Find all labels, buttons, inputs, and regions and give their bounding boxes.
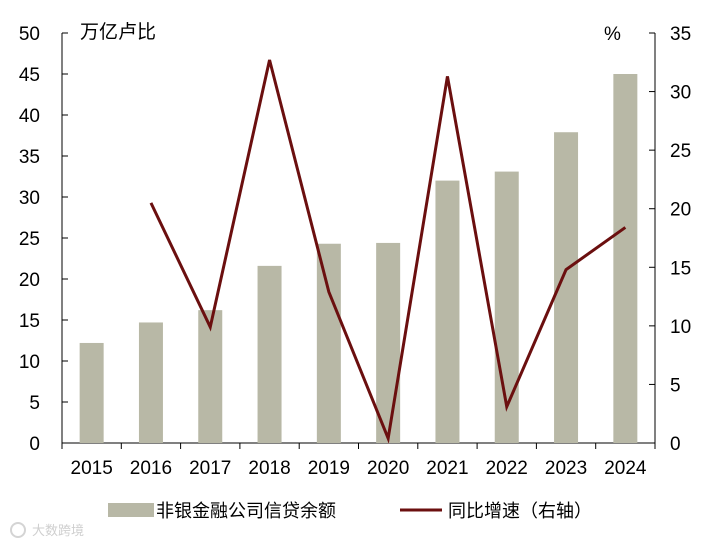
right-tick-label: 15 (670, 258, 691, 279)
left-tick-label: 40 (19, 106, 40, 127)
right-tick-label: 35 (670, 24, 691, 45)
bar-2022 (494, 171, 519, 443)
x-tick-label: 2020 (367, 458, 409, 479)
right-tick-label: 25 (670, 141, 691, 162)
bar-2024 (613, 74, 638, 443)
x-tick-label: 2016 (130, 458, 172, 479)
right-tick-label: 30 (670, 83, 691, 104)
legend-line-label: 同比增速（右轴） (448, 501, 592, 521)
bar-2017 (198, 310, 223, 443)
left-tick-label: 20 (19, 270, 40, 291)
left-tick-label: 0 (29, 434, 40, 455)
left-tick-label: 10 (19, 352, 40, 373)
left-tick-label: 5 (29, 393, 40, 414)
x-tick-label: 2021 (426, 458, 468, 479)
left-tick-label: 35 (19, 147, 40, 168)
watermark-logo-icon (10, 522, 26, 538)
ticks-layer: 0 5 10 15 20 25 30 35 40 45 50 0 5 10 15 20 25 30 35 2015 20… (19, 24, 691, 479)
x-tick-label: 2018 (248, 458, 290, 479)
watermark-text: 大数跨境 (32, 523, 84, 538)
bar-2019 (316, 243, 341, 443)
x-tick-label: 2015 (71, 458, 113, 479)
right-tick-label: 20 (670, 200, 691, 221)
right-tick-label: 10 (670, 317, 691, 338)
x-tick-label: 2023 (545, 458, 587, 479)
bar-2015 (79, 342, 104, 443)
left-tick-label: 15 (19, 311, 40, 332)
bar-2018 (257, 265, 282, 443)
right-tick-label: 0 (670, 434, 681, 455)
x-tick-label: 2022 (486, 458, 528, 479)
left-tick-label: 50 (19, 24, 40, 45)
left-tick-label: 30 (19, 188, 40, 209)
legend-bar-swatch (108, 503, 154, 517)
bar-2016 (138, 322, 163, 443)
bar-2020 (376, 242, 401, 443)
growth-rate-line (149, 59, 627, 444)
watermark: 大数跨境 (10, 522, 84, 538)
legend: 非银金融公司信贷余额 同比增速（右轴） (108, 501, 592, 521)
left-tick-label: 25 (19, 229, 40, 250)
bar-2021 (435, 180, 460, 443)
left-tick-label: 45 (19, 65, 40, 86)
bars-layer (79, 74, 638, 443)
left-axis-unit-label: 万亿卢比 (80, 21, 156, 43)
x-tick-label: 2019 (308, 458, 350, 479)
legend-bar-label: 非银金融公司信贷余额 (156, 501, 336, 521)
right-tick-label: 5 (670, 375, 681, 396)
x-tick-label: 2017 (189, 458, 231, 479)
x-tick-label: 2024 (604, 458, 647, 479)
line-layer (149, 59, 627, 444)
right-axis-unit-label: % (604, 24, 621, 45)
